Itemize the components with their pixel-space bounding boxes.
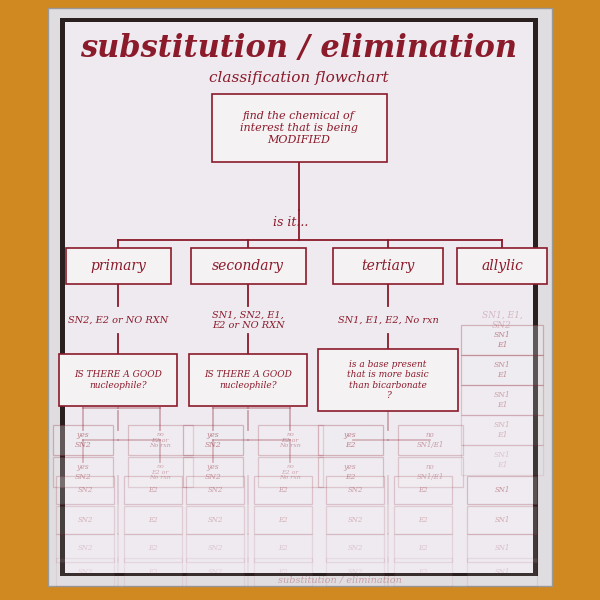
Text: SN2: SN2 <box>77 568 92 576</box>
Text: E2: E2 <box>148 516 158 524</box>
Text: SN2: SN2 <box>77 486 92 494</box>
Text: SN1
E1: SN1 E1 <box>494 451 511 469</box>
FancyBboxPatch shape <box>191 248 305 284</box>
Text: E2: E2 <box>148 486 158 494</box>
Text: find the chemical of
interest that is being
MODIFIED: find the chemical of interest that is be… <box>240 112 358 145</box>
Text: SN1
E1: SN1 E1 <box>494 331 511 349</box>
Text: primary: primary <box>90 259 146 273</box>
FancyBboxPatch shape <box>189 354 307 406</box>
FancyBboxPatch shape <box>59 354 177 406</box>
FancyBboxPatch shape <box>53 457 113 487</box>
FancyBboxPatch shape <box>457 248 547 284</box>
Text: no
SN1/E1: no SN1/E1 <box>416 463 443 481</box>
Text: SN2: SN2 <box>208 544 223 552</box>
Text: SN1, SN2, E1,
E2 or NO RXN: SN1, SN2, E1, E2 or NO RXN <box>212 310 284 329</box>
Text: no
SN1/E1: no SN1/E1 <box>416 431 443 449</box>
FancyBboxPatch shape <box>186 534 244 562</box>
Text: yes
E2: yes E2 <box>344 431 356 449</box>
FancyBboxPatch shape <box>326 476 384 504</box>
Text: SN1
E1: SN1 E1 <box>494 421 511 439</box>
Text: SN2: SN2 <box>347 568 362 576</box>
Text: allylic: allylic <box>481 259 523 273</box>
Text: SN2: SN2 <box>347 486 362 494</box>
FancyBboxPatch shape <box>467 534 537 562</box>
FancyBboxPatch shape <box>56 558 114 586</box>
FancyBboxPatch shape <box>461 355 543 385</box>
Text: is it...: is it... <box>274 215 308 229</box>
FancyBboxPatch shape <box>398 425 463 455</box>
Text: yes
SN2: yes SN2 <box>205 463 221 481</box>
FancyBboxPatch shape <box>254 534 312 562</box>
FancyBboxPatch shape <box>254 558 312 586</box>
FancyBboxPatch shape <box>254 476 312 504</box>
FancyBboxPatch shape <box>461 385 543 415</box>
Text: is a base present
that is more basic
than bicarbonate
?: is a base present that is more basic tha… <box>347 360 429 400</box>
FancyBboxPatch shape <box>398 457 463 487</box>
Text: SN2, E2 or NO RXN: SN2, E2 or NO RXN <box>68 316 168 325</box>
FancyBboxPatch shape <box>128 457 193 487</box>
FancyBboxPatch shape <box>212 94 386 162</box>
Text: yes
SN2: yes SN2 <box>205 431 221 449</box>
FancyBboxPatch shape <box>394 476 452 504</box>
FancyBboxPatch shape <box>317 457 383 487</box>
FancyBboxPatch shape <box>124 476 182 504</box>
Text: SN1: SN1 <box>494 544 509 552</box>
Text: SN2: SN2 <box>77 516 92 524</box>
Text: E2: E2 <box>418 516 428 524</box>
FancyBboxPatch shape <box>461 415 543 445</box>
Text: SN2: SN2 <box>77 544 92 552</box>
FancyBboxPatch shape <box>257 457 323 487</box>
FancyBboxPatch shape <box>467 558 537 586</box>
FancyBboxPatch shape <box>128 425 193 455</box>
FancyBboxPatch shape <box>318 349 458 411</box>
Text: IS THERE A GOOD
nucleophile?: IS THERE A GOOD nucleophile? <box>204 370 292 390</box>
Text: no
E2 or
No rxn: no E2 or No rxn <box>279 464 301 480</box>
Text: E2: E2 <box>278 568 288 576</box>
Text: no
E2 or
No rxn: no E2 or No rxn <box>279 432 301 448</box>
FancyBboxPatch shape <box>257 425 323 455</box>
FancyBboxPatch shape <box>317 425 383 455</box>
FancyBboxPatch shape <box>326 534 384 562</box>
Text: SN2: SN2 <box>208 516 223 524</box>
Text: SN1: SN1 <box>494 568 509 576</box>
Text: yes
SN2: yes SN2 <box>74 431 91 449</box>
Text: E2: E2 <box>278 544 288 552</box>
FancyBboxPatch shape <box>326 558 384 586</box>
FancyBboxPatch shape <box>60 18 538 576</box>
Text: yes
SN2: yes SN2 <box>74 463 91 481</box>
FancyBboxPatch shape <box>394 534 452 562</box>
Text: E2: E2 <box>418 486 428 494</box>
Text: E2: E2 <box>418 568 428 576</box>
FancyBboxPatch shape <box>461 445 543 475</box>
FancyBboxPatch shape <box>124 534 182 562</box>
Text: substitution / elimination: substitution / elimination <box>278 575 402 584</box>
FancyBboxPatch shape <box>183 457 243 487</box>
Text: no
E2 or
No rxn: no E2 or No rxn <box>149 464 171 480</box>
FancyBboxPatch shape <box>124 506 182 534</box>
Text: E2: E2 <box>148 568 158 576</box>
FancyBboxPatch shape <box>394 506 452 534</box>
FancyBboxPatch shape <box>56 476 114 504</box>
Text: SN1
E1: SN1 E1 <box>494 391 511 409</box>
FancyBboxPatch shape <box>56 506 114 534</box>
Text: IS THERE A GOOD
nucleophile?: IS THERE A GOOD nucleophile? <box>74 370 162 390</box>
FancyBboxPatch shape <box>56 534 114 562</box>
Text: SN2: SN2 <box>347 544 362 552</box>
FancyBboxPatch shape <box>467 476 537 504</box>
FancyBboxPatch shape <box>65 22 533 573</box>
FancyBboxPatch shape <box>186 558 244 586</box>
FancyBboxPatch shape <box>183 425 243 455</box>
Text: E2: E2 <box>148 544 158 552</box>
FancyBboxPatch shape <box>65 248 170 284</box>
FancyBboxPatch shape <box>53 425 113 455</box>
Text: substitution / elimination: substitution / elimination <box>80 32 517 64</box>
FancyBboxPatch shape <box>333 248 443 284</box>
Text: E2: E2 <box>418 544 428 552</box>
Text: yes
E2: yes E2 <box>344 463 356 481</box>
Text: secondary: secondary <box>212 259 284 273</box>
Text: SN1
E1: SN1 E1 <box>494 361 511 379</box>
Text: tertiary: tertiary <box>361 259 415 273</box>
FancyBboxPatch shape <box>124 558 182 586</box>
FancyBboxPatch shape <box>186 476 244 504</box>
